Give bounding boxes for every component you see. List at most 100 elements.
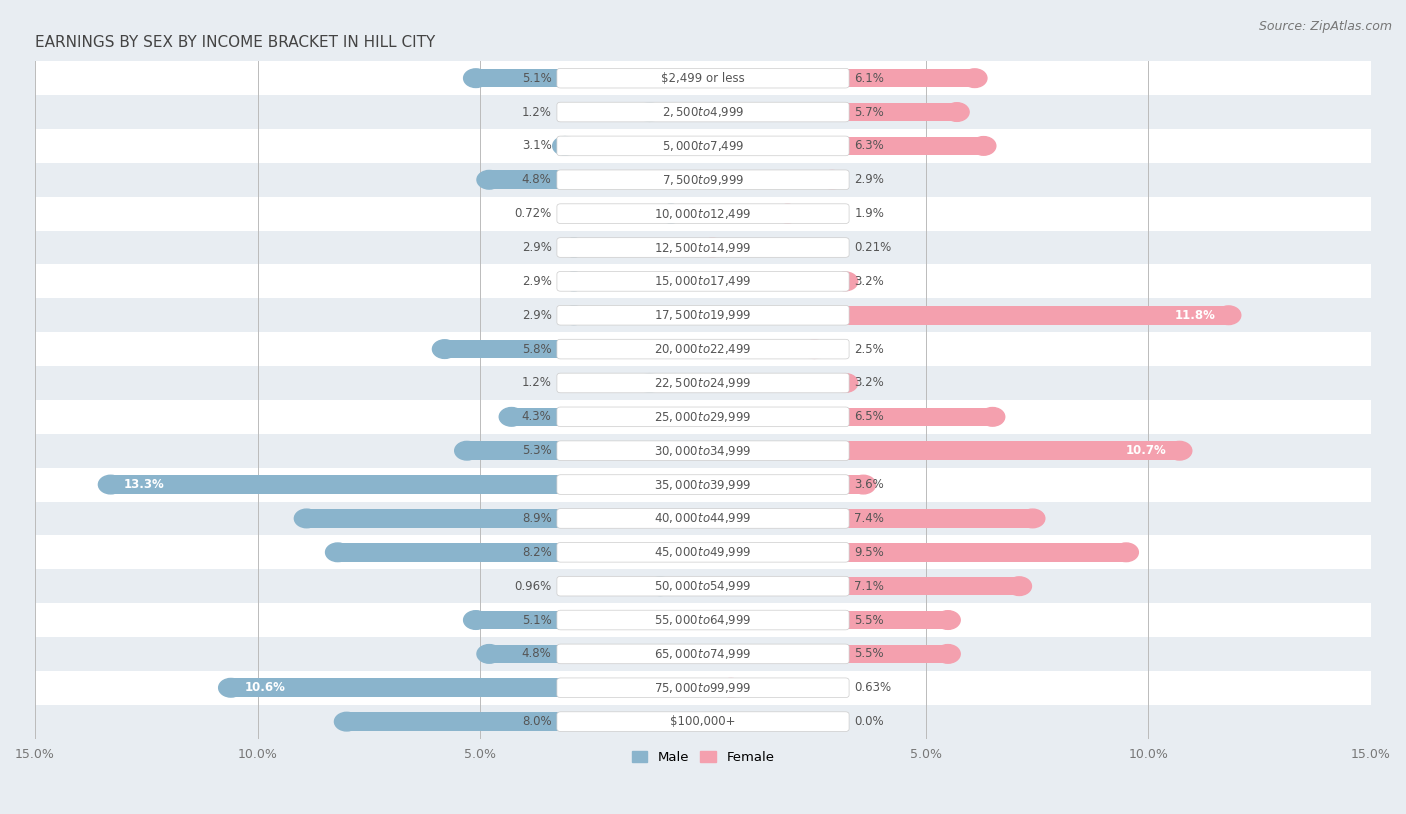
Bar — [703, 408, 993, 427]
Text: 0.63%: 0.63% — [855, 681, 891, 694]
Bar — [671, 204, 703, 223]
Bar — [0, 197, 1406, 230]
Text: 8.2%: 8.2% — [522, 546, 551, 558]
Bar — [347, 712, 703, 731]
FancyBboxPatch shape — [557, 238, 849, 257]
Text: 10.6%: 10.6% — [245, 681, 285, 694]
Bar — [0, 265, 1406, 298]
Text: $55,000 to $64,999: $55,000 to $64,999 — [654, 613, 752, 627]
Bar — [111, 475, 703, 494]
Bar — [0, 163, 1406, 197]
Text: 0.72%: 0.72% — [515, 207, 551, 220]
Text: 6.1%: 6.1% — [855, 72, 884, 85]
Circle shape — [553, 137, 578, 155]
Circle shape — [1021, 509, 1045, 527]
Circle shape — [219, 678, 243, 697]
Bar — [0, 230, 1406, 265]
Text: 5.1%: 5.1% — [522, 614, 551, 627]
Circle shape — [980, 408, 1005, 427]
FancyBboxPatch shape — [557, 542, 849, 562]
Text: 2.9%: 2.9% — [855, 173, 884, 186]
Bar — [703, 577, 1019, 596]
Bar — [0, 332, 1406, 366]
FancyBboxPatch shape — [557, 272, 849, 291]
Bar — [574, 306, 703, 325]
Text: $12,500 to $14,999: $12,500 to $14,999 — [654, 240, 752, 255]
Bar — [0, 501, 1406, 536]
FancyBboxPatch shape — [557, 339, 849, 359]
Bar — [0, 671, 1406, 705]
FancyBboxPatch shape — [557, 644, 849, 663]
Text: 6.3%: 6.3% — [855, 139, 884, 152]
Bar — [0, 603, 1406, 637]
Text: 4.8%: 4.8% — [522, 173, 551, 186]
Circle shape — [1007, 577, 1032, 596]
Bar — [0, 434, 1406, 467]
Circle shape — [477, 645, 502, 663]
Text: Source: ZipAtlas.com: Source: ZipAtlas.com — [1258, 20, 1392, 33]
Circle shape — [700, 239, 724, 256]
Text: 2.9%: 2.9% — [522, 309, 551, 322]
Circle shape — [561, 239, 586, 256]
Text: 5.3%: 5.3% — [522, 444, 551, 457]
Text: 2.5%: 2.5% — [855, 343, 884, 356]
Circle shape — [561, 306, 586, 325]
Bar — [661, 577, 703, 596]
Text: 9.5%: 9.5% — [855, 546, 884, 558]
Bar — [703, 678, 731, 697]
Text: $45,000 to $49,999: $45,000 to $49,999 — [654, 545, 752, 559]
FancyBboxPatch shape — [557, 204, 849, 224]
Text: $5,000 to $7,499: $5,000 to $7,499 — [662, 139, 744, 153]
Text: 10.7%: 10.7% — [1125, 444, 1166, 457]
Text: $40,000 to $44,999: $40,000 to $44,999 — [654, 511, 752, 525]
Bar — [703, 374, 845, 392]
Bar — [337, 543, 703, 562]
Text: 5.7%: 5.7% — [855, 106, 884, 119]
Bar — [475, 69, 703, 87]
Bar — [703, 306, 1229, 325]
Text: 13.3%: 13.3% — [124, 478, 165, 491]
Text: $22,500 to $24,999: $22,500 to $24,999 — [654, 376, 752, 390]
Text: 5.5%: 5.5% — [855, 614, 884, 627]
Bar — [231, 678, 703, 697]
Circle shape — [335, 712, 359, 731]
Text: 7.4%: 7.4% — [855, 512, 884, 525]
Bar — [703, 441, 1180, 460]
Circle shape — [326, 543, 350, 562]
Bar — [444, 339, 703, 358]
Circle shape — [820, 170, 845, 189]
Text: $25,000 to $29,999: $25,000 to $29,999 — [654, 409, 752, 424]
Bar — [0, 536, 1406, 569]
FancyBboxPatch shape — [557, 305, 849, 325]
Circle shape — [972, 137, 995, 155]
Text: 1.2%: 1.2% — [522, 376, 551, 389]
Bar — [0, 61, 1406, 95]
Text: 2.9%: 2.9% — [522, 275, 551, 288]
Circle shape — [1216, 306, 1240, 325]
Text: 5.5%: 5.5% — [855, 647, 884, 660]
Circle shape — [963, 69, 987, 87]
Circle shape — [648, 577, 672, 596]
Bar — [512, 408, 703, 427]
Bar — [0, 705, 1406, 738]
Bar — [574, 272, 703, 291]
Bar — [307, 509, 703, 527]
Text: 0.21%: 0.21% — [855, 241, 891, 254]
Text: 3.2%: 3.2% — [855, 275, 884, 288]
Text: 3.1%: 3.1% — [522, 139, 551, 152]
Text: $15,000 to $17,499: $15,000 to $17,499 — [654, 274, 752, 288]
Circle shape — [801, 339, 827, 358]
Text: EARNINGS BY SEX BY INCOME BRACKET IN HILL CITY: EARNINGS BY SEX BY INCOME BRACKET IN HIL… — [35, 35, 436, 50]
Circle shape — [499, 408, 524, 427]
Circle shape — [98, 475, 122, 494]
Bar — [703, 69, 974, 87]
Bar — [475, 610, 703, 629]
Bar — [574, 239, 703, 256]
Text: 0.96%: 0.96% — [515, 580, 551, 593]
FancyBboxPatch shape — [557, 103, 849, 122]
Text: 4.8%: 4.8% — [522, 647, 551, 660]
FancyBboxPatch shape — [557, 373, 849, 393]
Circle shape — [936, 610, 960, 629]
Text: 5.1%: 5.1% — [522, 72, 551, 85]
FancyBboxPatch shape — [557, 678, 849, 698]
